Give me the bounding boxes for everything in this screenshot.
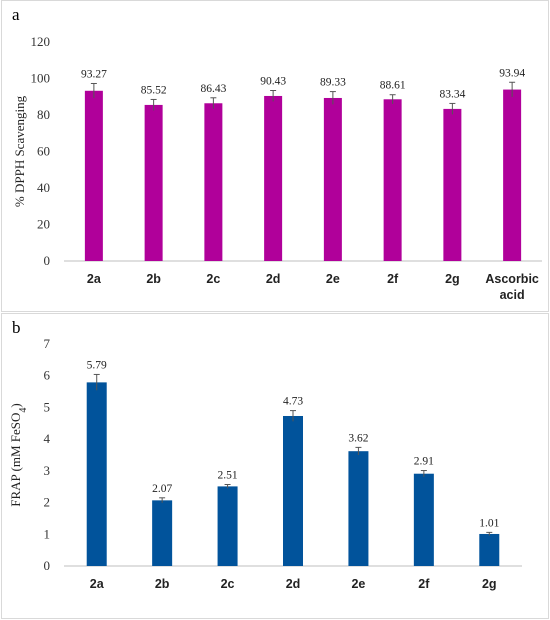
data-label: 89.33 xyxy=(320,77,346,89)
y-tick-label: 7 xyxy=(44,336,51,351)
x-tick-label: 2f xyxy=(418,577,430,591)
panel-label-a: a xyxy=(12,5,20,24)
y-tick-label: 5 xyxy=(44,399,51,414)
bar xyxy=(479,533,500,566)
x-tick-label: 2c xyxy=(206,272,220,286)
y-tick-label: 1 xyxy=(44,526,51,541)
bar xyxy=(503,89,522,261)
bar xyxy=(413,473,434,566)
x-tick-label: 2f xyxy=(387,272,399,286)
y-tick-label: 20 xyxy=(37,217,50,232)
data-label: 1.01 xyxy=(479,517,499,529)
y-axis-label: FRAP (mM FeSO4) xyxy=(8,403,29,507)
data-label: 88.61 xyxy=(380,80,406,92)
data-label: 85.52 xyxy=(141,84,167,96)
x-tick-label: 2d xyxy=(266,272,281,286)
bar xyxy=(84,90,103,261)
data-label: 93.94 xyxy=(499,67,525,79)
chart-panel-b: b 0 1 2 3 4 5 6 7 FRAP (mM FeSO4) 5.79 2a 2.07 2b 2.5… xyxy=(1,313,549,619)
y-tick-label: 0 xyxy=(44,558,51,573)
y-tick-label: 100 xyxy=(31,71,51,86)
x-tick-label: 2e xyxy=(351,577,365,591)
y-axis-label: % DPPH Scavenging xyxy=(12,95,27,207)
bar xyxy=(144,104,163,262)
x-tick-label: 2b xyxy=(155,577,170,591)
data-label: 90.43 xyxy=(260,75,286,87)
dpph-chart: 0 20 40 60 80 100 120 % DPPH Scavenging 93.27 2a 8… xyxy=(12,34,542,302)
data-label: 2.07 xyxy=(152,483,172,495)
x-tick-label: 2a xyxy=(90,577,105,591)
data-label: 83.34 xyxy=(439,88,465,100)
bar xyxy=(383,99,402,262)
bar xyxy=(348,451,369,566)
data-label: 5.79 xyxy=(87,359,107,371)
data-label: 4.73 xyxy=(283,396,303,408)
x-tick-label: 2g xyxy=(482,577,497,591)
data-label: 2.91 xyxy=(414,456,434,468)
data-label: 2.51 xyxy=(218,469,238,481)
bar xyxy=(204,103,223,261)
panel-label-b: b xyxy=(12,318,21,337)
data-label: 86.43 xyxy=(200,83,226,95)
x-tick-label: 2a xyxy=(87,272,102,286)
x-tick-label: 2g xyxy=(445,272,460,286)
bar xyxy=(217,486,238,566)
x-tick-label: 2c xyxy=(221,577,235,591)
y-tick-label: 120 xyxy=(31,34,51,49)
chart-panel-a: a 0 20 40 60 80 100 120 % DPPH Scavenging 93.27 2… xyxy=(1,0,549,312)
bar xyxy=(264,95,283,262)
frap-chart: 0 1 2 3 4 5 6 7 FRAP (mM FeSO4) 5.79 2a 2.07 2b 2.51 2… xyxy=(8,336,522,591)
bar xyxy=(86,382,107,566)
y-tick-label: 6 xyxy=(44,368,51,383)
bar xyxy=(443,108,462,261)
x-tick-label: 2d xyxy=(286,577,301,591)
y-tick-label: 40 xyxy=(37,180,50,195)
bar xyxy=(152,500,173,566)
y-tick-label: 80 xyxy=(37,107,50,122)
y-tick-label: 2 xyxy=(44,495,51,510)
data-label: 93.27 xyxy=(81,68,107,80)
x-tick-label: 2e xyxy=(326,272,340,286)
x-tick-label: 2b xyxy=(146,272,161,286)
y-tick-label: 3 xyxy=(44,463,51,478)
bar xyxy=(283,415,303,566)
y-tick-label: 4 xyxy=(44,431,51,446)
bar xyxy=(323,97,342,261)
y-tick-label: 60 xyxy=(37,144,50,159)
y-tick-label: 0 xyxy=(44,253,51,268)
data-label: 3.62 xyxy=(348,432,368,444)
x-tick-label: Ascorbic acid xyxy=(485,272,539,302)
